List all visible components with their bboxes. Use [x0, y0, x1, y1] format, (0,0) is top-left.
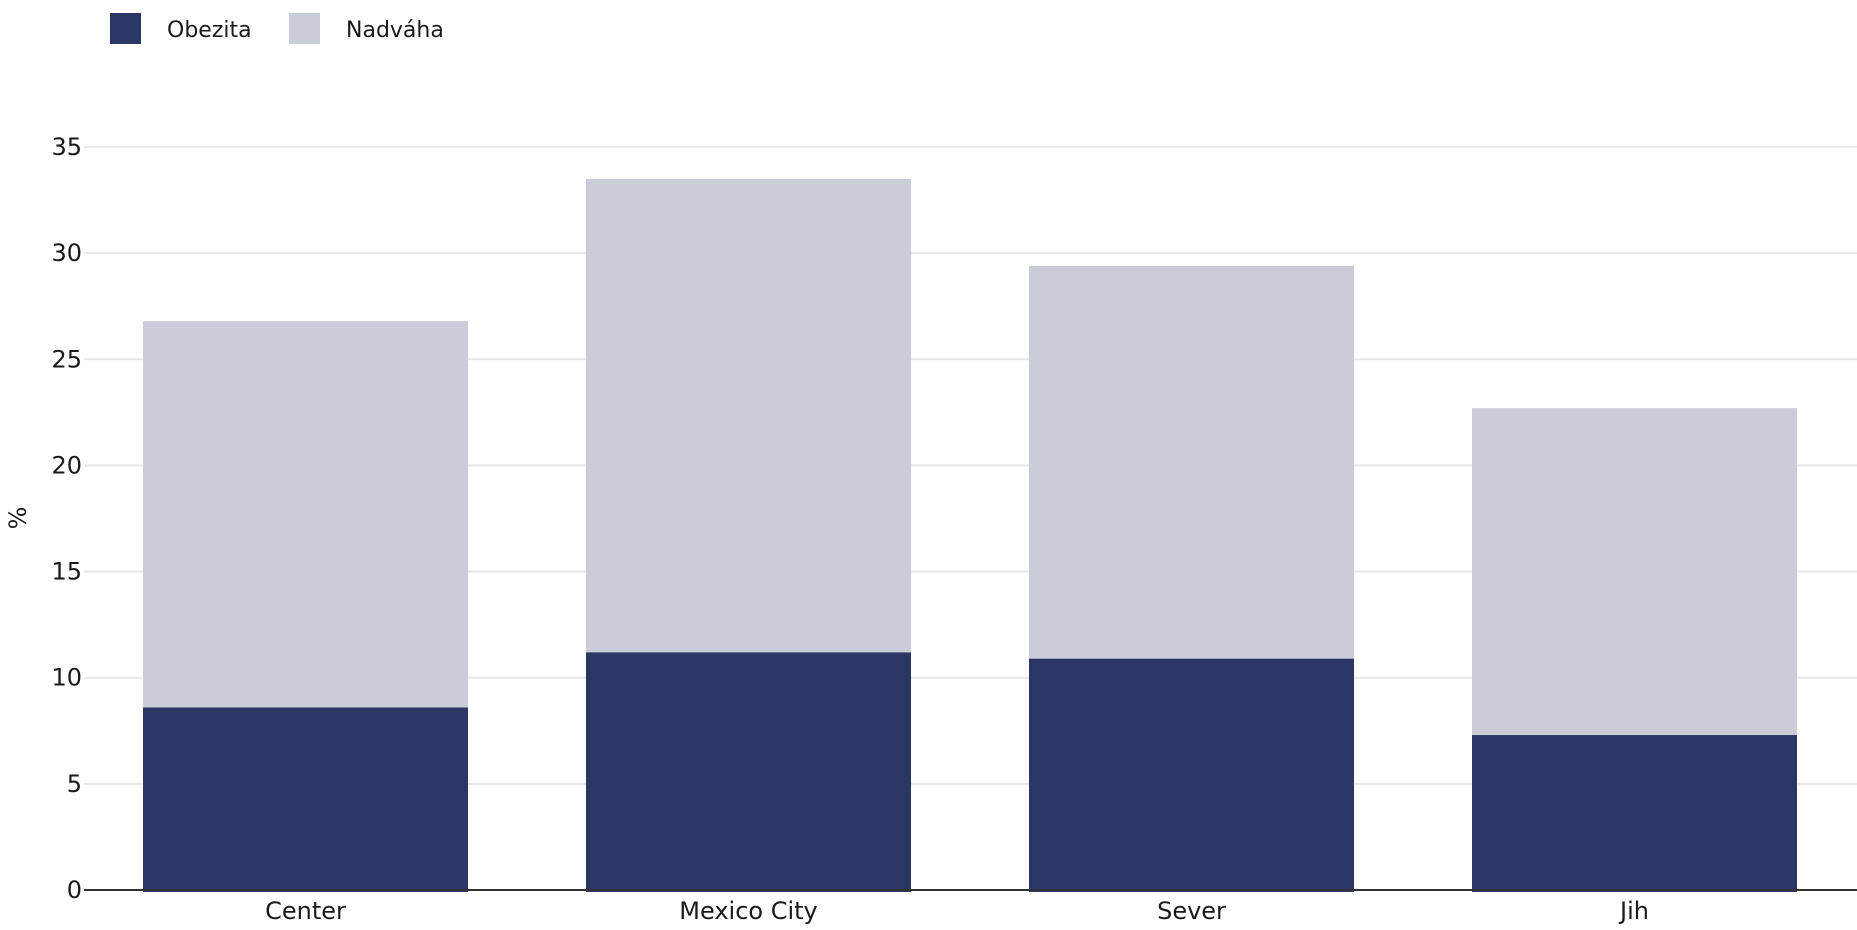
y-tick-label: 35: [51, 133, 82, 161]
y-axis-title: %: [4, 507, 32, 530]
bar-segment-obezita-jih: [1472, 735, 1797, 892]
y-tick-label: 30: [51, 239, 82, 267]
y-tick-label: 25: [51, 345, 82, 373]
bar-segment-nadv-ha-center: [143, 321, 468, 708]
x-category-label: Jih: [1618, 897, 1649, 925]
bar-segment-nadv-ha-jih: [1472, 408, 1797, 736]
legend-swatch: [110, 13, 141, 44]
y-tick-label: 10: [51, 664, 82, 692]
legend-label: Obezita: [167, 18, 252, 43]
legend-label: Nadváha: [346, 18, 444, 43]
bar-segment-obezita-sever: [1029, 658, 1354, 892]
legend-swatch: [289, 13, 320, 44]
bar-segment-obezita-center: [143, 707, 468, 892]
y-tick-label: 5: [67, 770, 82, 798]
y-axis-tick-labels: 0 5 10 15 20 25 30 35: [51, 133, 82, 904]
y-tick-label: 15: [51, 558, 82, 586]
bar-segment-nadv-ha-mexico-city: [586, 178, 911, 653]
x-category-label: Mexico City: [679, 897, 817, 925]
x-category-label: Center: [265, 897, 346, 925]
x-axis-category-labels: Center Mexico City Sever Jih: [265, 897, 1649, 925]
bar-segment-obezita-mexico-city: [586, 652, 911, 892]
bars: [143, 178, 1797, 892]
y-tick-label: 0: [67, 876, 82, 904]
x-category-label: Sever: [1157, 897, 1226, 925]
y-tick-label: 20: [51, 451, 82, 479]
legend: Obezita Nadváha: [110, 13, 444, 44]
bar-segment-nadv-ha-sever: [1029, 265, 1354, 659]
